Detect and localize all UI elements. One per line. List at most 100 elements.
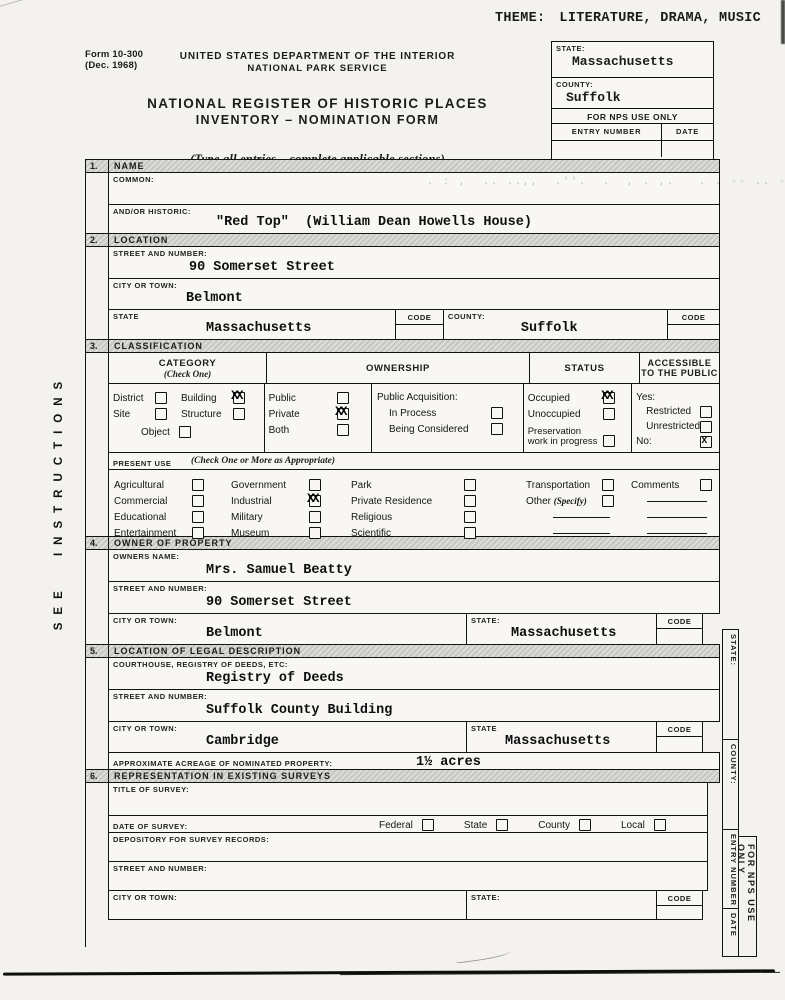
legal-city-state-row: CITY OR TOWN: Cambridge STATE Massachuse… <box>108 721 703 753</box>
present-use-col3: Park Private Residence Religious Scienti… <box>346 470 521 539</box>
survey-federal-label: Federal <box>379 819 413 831</box>
owner-name-label: OWNERS NAME: <box>113 552 180 561</box>
use-other-checkbox <box>602 495 614 507</box>
location-county-cell: COUNTY: Suffolk <box>442 310 667 339</box>
status-unoccupied-label: Unoccupied <box>527 408 581 420</box>
location-city-label: CITY OR TOWN: <box>113 281 178 290</box>
location-state-value: Massachusetts <box>206 321 312 336</box>
entry-date-blank-row <box>552 141 713 157</box>
historic-name-value: "Red Top" (William Dean Howells House) <box>216 215 532 230</box>
location-county-code-cell: CODE <box>667 310 719 339</box>
survey-state-label: STATE: <box>471 893 500 902</box>
accessible-header-cell: ACCESSIBLE TO THE PUBLIC <box>639 353 719 383</box>
owner-name-field: OWNERS NAME: Mrs. Samuel Beatty <box>108 549 720 582</box>
section-3-bar: 3. CLASSIFICATION <box>85 339 720 353</box>
form-number-line1: Form 10-300 <box>85 49 144 60</box>
section-1-bar: 1. NAME <box>85 159 720 173</box>
status-occupied-label: Occupied <box>527 392 570 404</box>
survey-state-checkbox <box>496 819 509 831</box>
owner-name-value: Mrs. Samuel Beatty <box>206 563 352 578</box>
use-museum-label: Museum <box>231 527 270 539</box>
common-name-faint-marks: . : , .. ..,, .''. . , . ,. . . -- .. - … <box>427 177 785 188</box>
present-use-col1: Agricultural Commercial Educational Ente… <box>109 470 226 539</box>
margin-nps-use-only-label: FOR NPS USE ONLY <box>736 836 757 957</box>
public-acquisition-cell: Public Acquisition: In Process Being Con… <box>371 384 523 452</box>
category-building-checkbox <box>231 389 245 404</box>
state-county-box: STATE: Massachusetts COUNTY: Suffolk FOR… <box>551 41 714 160</box>
section-6-bar: 6. REPRESENTATION IN EXISTING SURVEYS <box>85 769 720 783</box>
entry-number-label: ENTRY NUMBER <box>552 124 662 140</box>
owner-street-field: STREET AND NUMBER: 90 Somerset Street <box>108 581 720 614</box>
section-5-bar: 5. LOCATION OF LEGAL DESCRIPTION <box>85 644 720 658</box>
category-object-checkbox <box>179 426 191 438</box>
location-city-field: CITY OR TOWN: Belmont <box>108 278 720 310</box>
acquisition-in-process-label: In Process <box>389 407 437 419</box>
use-educational-checkbox <box>192 511 204 523</box>
header-state-cell: STATE: Massachusetts <box>552 42 713 78</box>
accessible-restricted-label: Restricted <box>646 406 692 417</box>
use-military-label: Military <box>231 511 263 523</box>
survey-county-checkbox <box>578 819 591 831</box>
present-use-col2: Government Industrial Military Museum <box>226 470 346 539</box>
survey-city-cell: CITY OR TOWN: <box>109 891 466 919</box>
section-1-number: 1. <box>86 160 109 172</box>
survey-code-cell: CODE <box>656 891 702 919</box>
ownership-header: OWNERSHIP <box>366 362 430 374</box>
status-header-cell: STATUS <box>529 353 639 383</box>
legal-street-label: STREET AND NUMBER: <box>113 692 208 701</box>
common-name-label: COMMON: <box>113 175 154 184</box>
accessible-no-label: No: <box>636 436 652 447</box>
use-government-checkbox <box>309 479 321 491</box>
blank-line <box>553 532 610 534</box>
form-title-line1: NATIONAL REGISTER OF HISTORIC PLACES <box>147 96 488 111</box>
accessible-unrestricted-label: Unrestricted <box>646 421 700 432</box>
margin-county-label: COUNTY: <box>722 739 739 830</box>
acreage-value: 1½ acres <box>416 755 481 770</box>
section-6-title: REPRESENTATION IN EXISTING SURVEYS <box>114 771 332 781</box>
survey-state-label: State <box>463 819 488 831</box>
accessible-header-line1: ACCESSIBLE <box>647 358 712 368</box>
section-3-title: CLASSIFICATION <box>114 341 203 351</box>
use-museum-checkbox <box>309 527 321 539</box>
ownership-cell: Public Private Both <box>263 384 371 452</box>
nomination-form: 1. NAME COMMON: . : , .. ..,, .''. . , .… <box>85 159 785 920</box>
survey-city-label: CITY OR TOWN: <box>113 893 178 902</box>
owner-street-value: 90 Somerset Street <box>206 595 352 610</box>
use-industrial-checkbox <box>307 492 321 507</box>
ownership-public-label: Public <box>268 392 296 404</box>
owner-city-value: Belmont <box>206 626 263 641</box>
owner-state-label: STATE: <box>471 616 500 625</box>
survey-date-label: DATE OF SURVEY: <box>113 822 188 831</box>
present-use-col4: Transportation Other (Specify) <box>521 470 626 536</box>
use-entertainment-label: Entertainment <box>114 527 177 539</box>
section-3-number: 3. <box>86 340 109 352</box>
acquisition-in-process-checkbox <box>490 407 503 419</box>
section-4-title: OWNER OF PROPERTY <box>114 538 233 548</box>
category-structure-label: Structure <box>181 408 222 420</box>
category-object-label: Object <box>141 426 170 438</box>
blank-line <box>647 532 707 534</box>
legal-street-field: STREET AND NUMBER: Suffolk County Buildi… <box>108 689 720 722</box>
category-cell: District Building Site Structure Object <box>109 384 264 452</box>
acreage-field: APPROXIMATE ACREAGE OF NOMINATED PROPERT… <box>108 752 720 770</box>
pencil-mark-artifact <box>454 947 512 964</box>
category-structure-checkbox <box>233 408 245 420</box>
present-use-label: PRESENT USE <box>113 459 172 468</box>
header-county-cell: COUNTY: Suffolk <box>552 78 713 109</box>
ownership-header-cell: OWNERSHIP <box>266 353 529 383</box>
service-line: NATIONAL PARK SERVICE <box>247 63 388 74</box>
use-transportation-checkbox <box>602 479 614 491</box>
accessible-restricted-checkbox <box>700 405 712 418</box>
location-state-county-row: STATE Massachusetts CODE COUNTY: Suffolk… <box>108 309 720 340</box>
courthouse-label: COURTHOUSE, REGISTRY OF DEEDS, ETC: <box>113 660 289 669</box>
category-district-checkbox <box>155 392 167 404</box>
header-state-label: STATE: <box>556 44 585 53</box>
category-header-cell: CATEGORY (Check One) <box>109 353 266 383</box>
form-left-spine <box>85 160 86 947</box>
survey-state-cell: STATE: <box>466 891 656 919</box>
legal-city-label: CITY OR TOWN: <box>113 724 178 733</box>
form-number: Form 10-300 (Dec. 1968) <box>85 49 143 71</box>
location-street-value: 90 Somerset Street <box>189 260 335 275</box>
survey-depository-field: DEPOSITORY FOR SURVEY RECORDS: <box>108 832 708 862</box>
survey-federal-checkbox <box>421 819 434 831</box>
